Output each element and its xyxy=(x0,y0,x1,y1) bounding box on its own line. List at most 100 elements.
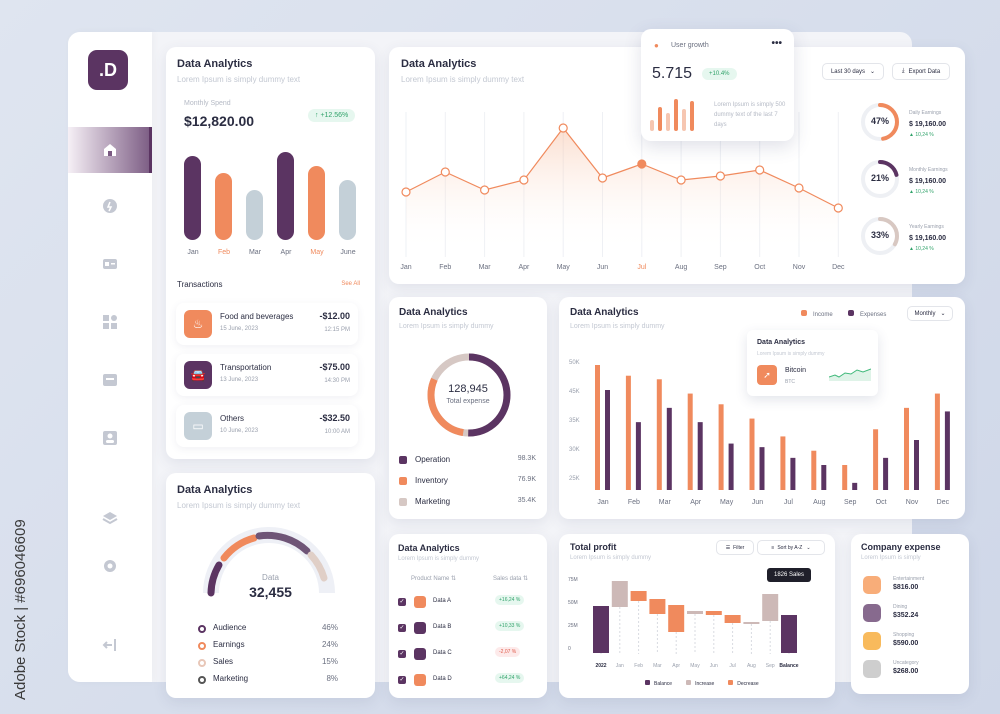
income-bar xyxy=(904,407,909,490)
nav-logout[interactable] xyxy=(68,622,152,668)
legend-swatch xyxy=(686,680,692,685)
waterfall-bar xyxy=(630,591,647,601)
more-icon[interactable]: ••• xyxy=(771,38,782,49)
see-all-link[interactable]: See All xyxy=(341,281,360,287)
rocket-icon: ➚ xyxy=(757,365,777,385)
checkbox[interactable]: ✓ xyxy=(398,676,406,684)
table-row[interactable]: ✓ Data D +64,24 % xyxy=(389,673,547,689)
gauge-legend-item: Sales 15% xyxy=(198,657,338,669)
nav-widgets[interactable] xyxy=(68,299,152,345)
period-select[interactable]: Monthly ⌄ xyxy=(907,306,953,321)
x-tick-label: Aug xyxy=(747,663,756,669)
sales-badge: +64,24 % xyxy=(495,673,525,683)
waterfall-bar xyxy=(649,599,666,614)
nav-settings[interactable] xyxy=(68,543,152,589)
y-tick-label: 25M xyxy=(568,623,578,629)
checkbox[interactable]: ✓ xyxy=(398,624,406,632)
nav-profile[interactable] xyxy=(68,415,152,461)
legend-marker xyxy=(198,625,206,633)
legend-value: 98.3K xyxy=(517,455,536,462)
legend-income-label: Income xyxy=(813,312,833,318)
transaction-row[interactable]: ▭ Others 10 June, 2023 -$32.50 10:00 AM xyxy=(176,405,358,447)
table-row[interactable]: ✓ Data C -2,07 % xyxy=(389,647,547,663)
id-card-icon xyxy=(103,259,117,269)
spend-bar-label: Mar xyxy=(248,249,262,256)
income-bar xyxy=(842,465,848,490)
nav-id-card[interactable] xyxy=(68,241,152,287)
sort-icon: ≡ xyxy=(771,544,775,551)
line-point xyxy=(676,175,686,185)
x-tick-label: Apr xyxy=(690,499,702,506)
legend-marker xyxy=(198,642,206,650)
earnings-label: Yearly Earnings xyxy=(909,224,944,230)
transaction-date: 13 June, 2023 xyxy=(220,377,259,383)
donut-legend-item: Operation 98.3K xyxy=(399,455,536,467)
table-row[interactable]: ✓ Data B +10,33 % xyxy=(389,621,547,637)
gauge-chart xyxy=(203,527,335,597)
spend-bar xyxy=(215,173,232,240)
ring-chart xyxy=(861,160,899,198)
expense-label: Dining xyxy=(893,604,908,610)
x-tick-label: Sep xyxy=(714,264,727,271)
nav-activity[interactable] xyxy=(68,183,152,229)
x-tick-label: Jun xyxy=(597,264,608,271)
table-row[interactable]: ✓ Data A +16,24 % xyxy=(389,595,547,611)
nav-layers[interactable] xyxy=(68,495,152,541)
ring-progress xyxy=(861,217,899,255)
spend-bar-label: Apr xyxy=(280,249,292,256)
col-product-name[interactable]: Product Name ⇅ xyxy=(411,576,457,582)
legend-item: Balance xyxy=(645,680,673,687)
x-tick-label: Aug xyxy=(675,264,688,271)
expense-bar xyxy=(759,447,765,490)
legend-label: Decrease xyxy=(737,681,759,687)
line-point xyxy=(519,175,529,185)
filter-button[interactable]: ☰ Filter xyxy=(716,540,754,555)
legend-swatch xyxy=(399,498,407,506)
income-bar xyxy=(687,393,693,490)
checkbox[interactable]: ✓ xyxy=(398,650,406,658)
gauge-card: Data Analytics Lorem Ipsum is simply dum… xyxy=(166,473,375,698)
checkbox[interactable]: ✓ xyxy=(398,598,406,606)
transaction-row[interactable]: ♨ Food and beverages 15 June, 2023 -$12.00 1… xyxy=(176,303,358,345)
expense-icon xyxy=(863,632,881,650)
profit-title: Total profit xyxy=(570,542,617,552)
transaction-row[interactable]: 🚘 Transportation 13 June, 2023 -$75.00 14:30… xyxy=(176,354,358,396)
range-select[interactable]: Last 30 days ⌄ xyxy=(822,63,884,80)
expense-bar xyxy=(728,443,734,490)
transaction-time: 14:30 PM xyxy=(324,378,350,384)
logo[interactable]: .D xyxy=(88,50,128,90)
transaction-time: 10:00 AM xyxy=(324,429,350,435)
legend-swatch xyxy=(728,680,734,685)
donut-label: Total expense xyxy=(446,398,490,405)
product-title: Data Analytics xyxy=(398,543,460,553)
earnings-value: $ 19,160.00 xyxy=(909,121,946,128)
expense-bar xyxy=(852,482,858,490)
waterfall-bar xyxy=(611,581,628,607)
export-button[interactable]: ⤓ Export Data xyxy=(892,63,950,80)
legend-label: Balance xyxy=(654,681,673,687)
waterfall-bar xyxy=(781,615,797,653)
nav-home[interactable] xyxy=(68,127,152,173)
y-tick-label: 75M xyxy=(568,577,578,583)
profit-subtitle: Lorem Ipsum is simply dummy xyxy=(570,555,652,561)
col-product-label: Product Name xyxy=(411,576,450,582)
sort-select[interactable]: ≡ Sort by A-Z ⌄ xyxy=(757,540,825,555)
x-tick-label: Mar xyxy=(659,499,672,506)
earnings-delta: ▲ 10,24 % xyxy=(909,189,934,195)
earnings-delta: ▲ 10,24 % xyxy=(909,132,934,138)
col-sales-data[interactable]: Sales data ⇅ xyxy=(493,576,529,582)
expense-bar xyxy=(605,390,610,490)
nav-inbox[interactable] xyxy=(68,357,152,403)
user-growth-title: User growth xyxy=(671,42,709,49)
earnings-label: Daily Earnings xyxy=(909,110,942,116)
donut-title: Data Analytics xyxy=(399,307,468,318)
line-point xyxy=(401,187,411,197)
transaction-date: 10 June, 2023 xyxy=(220,428,259,434)
user-growth-badge: +10.4% xyxy=(702,68,737,80)
expense-bar xyxy=(883,457,889,490)
expense-value: $590.00 xyxy=(893,640,919,647)
x-tick-label: Jun xyxy=(710,663,718,669)
x-tick-label: Nov xyxy=(906,499,919,506)
line-title: Data Analytics xyxy=(401,58,477,70)
income-title: Data Analytics xyxy=(570,307,639,318)
